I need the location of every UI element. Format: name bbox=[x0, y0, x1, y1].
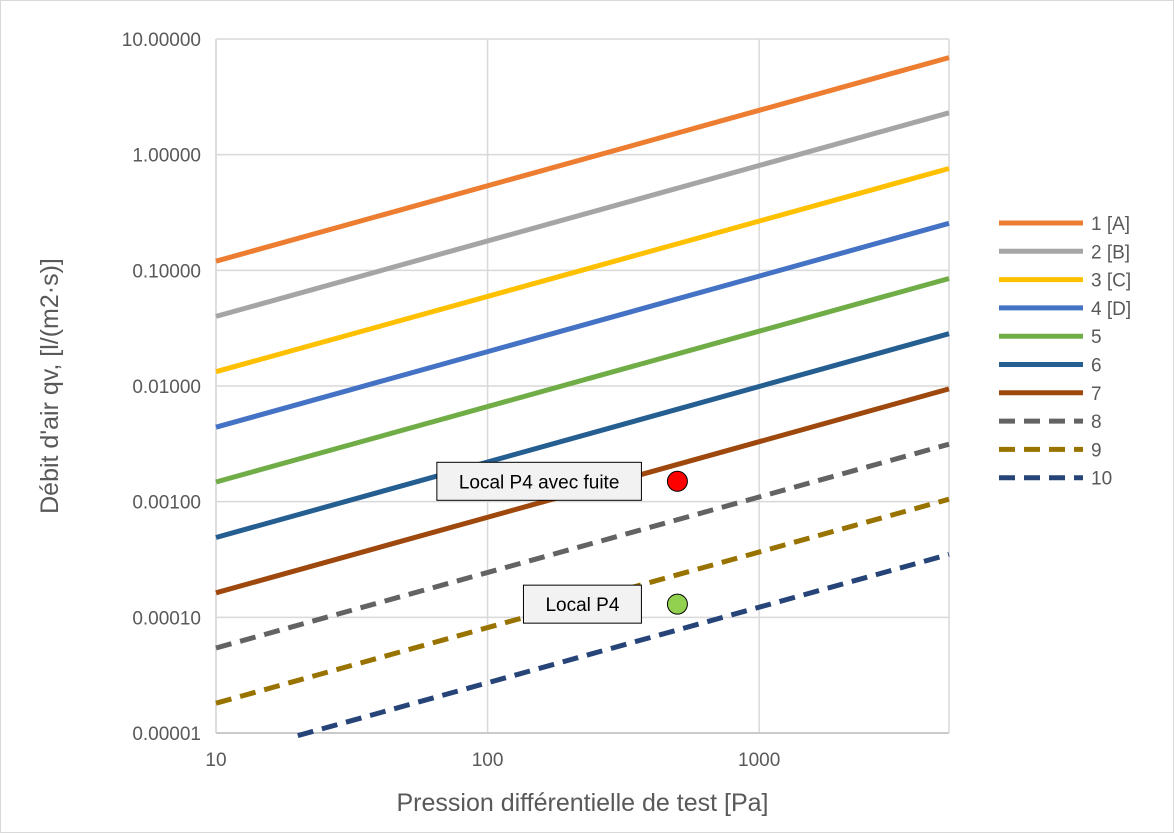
legend-label: 5 bbox=[1091, 327, 1102, 348]
series-line bbox=[215, 55, 950, 264]
legend-label: 9 bbox=[1091, 440, 1102, 461]
legend-item: 10 bbox=[999, 469, 1112, 490]
y-tick-label: 0.01000 bbox=[132, 377, 201, 398]
data-point bbox=[666, 470, 688, 492]
y-axis-title: Débit d'air qv, [l/(m2·s)] bbox=[36, 258, 64, 514]
annotations: Local P4 avec fuite Local P4 bbox=[436, 461, 642, 624]
legend: 1 [A] 2 [B] 3 [C] 4 [D] 5 6 7 8 9 10 bbox=[999, 214, 1131, 490]
y-tick-label: 1.00000 bbox=[132, 146, 201, 167]
series-line bbox=[215, 166, 950, 375]
legend-item: 6 bbox=[999, 356, 1102, 377]
annotation: Local P4 avec fuite bbox=[436, 461, 642, 501]
legend-label: 4 [D] bbox=[1091, 299, 1131, 320]
legend-item: 8 bbox=[999, 412, 1102, 433]
series-line bbox=[215, 441, 950, 651]
legend-item: 1 [A] bbox=[999, 214, 1130, 235]
series-line bbox=[297, 551, 950, 739]
legend-item: 9 bbox=[999, 440, 1102, 461]
legend-label: 10 bbox=[1091, 469, 1112, 490]
annotation: Local P4 bbox=[522, 584, 642, 624]
x-tick-label: 1000 bbox=[738, 750, 780, 771]
y-tick-label: 10.00000 bbox=[122, 30, 201, 51]
y-tick-label: 0.00001 bbox=[132, 724, 201, 745]
series-line bbox=[215, 331, 950, 540]
legend-label: 6 bbox=[1091, 356, 1102, 377]
y-tick-label: 0.10000 bbox=[132, 261, 201, 282]
x-axis-title: Pression différentielle de test [Pa] bbox=[397, 789, 769, 817]
legend-label: 1 [A] bbox=[1091, 214, 1130, 235]
legend-item: 7 bbox=[999, 384, 1102, 405]
y-tick-label: 0.00100 bbox=[132, 493, 201, 514]
axes bbox=[215, 39, 949, 734]
x-tick-label: 100 bbox=[472, 750, 504, 771]
legend-item: 2 [B] bbox=[999, 242, 1130, 263]
series-line bbox=[215, 110, 950, 319]
legend-label: 8 bbox=[1091, 412, 1102, 433]
annotation-box bbox=[436, 461, 642, 501]
legend-item: 3 [C] bbox=[999, 271, 1131, 292]
tick-labels: 0.00001 0.00010 0.00100 0.01000 0.10000 1.000… bbox=[122, 30, 781, 771]
data-points bbox=[666, 470, 688, 615]
series-line bbox=[215, 276, 950, 485]
legend-label: 7 bbox=[1091, 384, 1102, 405]
legend-label: 3 [C] bbox=[1091, 271, 1131, 292]
annotation-label: Local P4 avec fuite bbox=[459, 472, 620, 493]
series-lines bbox=[215, 55, 950, 739]
annotation-box bbox=[522, 584, 642, 624]
data-point bbox=[666, 593, 688, 615]
y-tick-label: 0.00010 bbox=[132, 608, 201, 629]
series-line bbox=[215, 220, 950, 430]
x-tick-label: 10 bbox=[205, 750, 226, 771]
legend-item: 5 bbox=[999, 327, 1102, 348]
legend-item: 4 [D] bbox=[999, 299, 1131, 320]
legend-label: 2 [B] bbox=[1091, 242, 1130, 263]
annotation-label: Local P4 bbox=[545, 595, 619, 616]
